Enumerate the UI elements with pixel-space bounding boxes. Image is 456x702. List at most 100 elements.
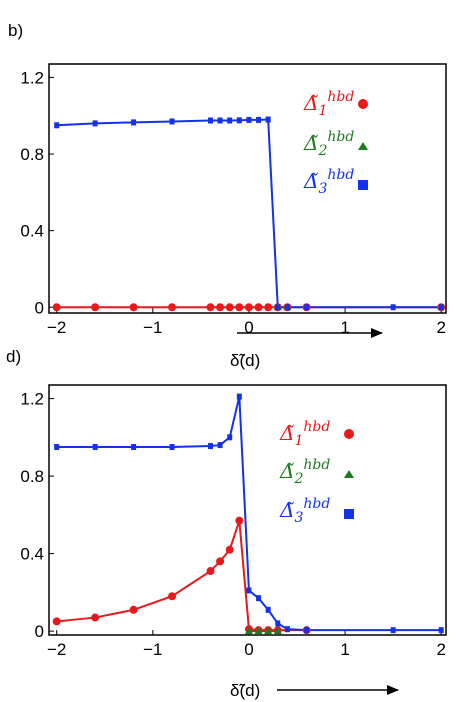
legend-label-delta3-b: Δ̃3hbd xyxy=(303,167,354,197)
series-line-3-b xyxy=(56,118,442,309)
data-point-1-b xyxy=(129,303,138,312)
data-point-3-d xyxy=(304,627,310,634)
data-point-1-b xyxy=(91,303,100,312)
x-axis-label-b: δ̃(d) xyxy=(230,351,260,370)
data-point-3-b xyxy=(438,304,444,311)
data-point-3-b xyxy=(256,116,262,123)
plot-area-b xyxy=(52,116,446,312)
legend-marker-square-d xyxy=(344,509,354,519)
x-tick-label-b: 0 xyxy=(244,318,253,337)
data-point-3-d xyxy=(275,620,281,627)
y-tick-label-b: 1.2 xyxy=(20,68,44,87)
data-point-3-d xyxy=(207,443,213,450)
data-point-1-d xyxy=(52,617,61,626)
legend-marker-circle-d xyxy=(344,429,354,439)
data-point-3-b xyxy=(131,119,137,126)
data-point-1-d xyxy=(235,516,244,525)
data-point-3-b xyxy=(54,122,60,129)
legend-marker-square-b xyxy=(358,180,368,190)
legend-label-delta3-d: Δ̃3hbd xyxy=(279,496,330,526)
data-point-3-d xyxy=(131,444,137,451)
series-line-3-d xyxy=(56,396,442,632)
legend-label-delta2-b: Δ̃2hbd xyxy=(303,129,354,159)
data-point-1-b xyxy=(206,303,215,312)
data-point-3-d xyxy=(227,434,233,441)
x-tick-label-d: 1 xyxy=(340,640,349,659)
x-tick-label-d: 2 xyxy=(436,640,445,659)
data-point-3-b xyxy=(169,118,175,125)
x-tick-label-b: 2 xyxy=(436,318,445,337)
data-point-3-d xyxy=(438,627,444,634)
data-point-3-b xyxy=(227,117,233,124)
data-point-3-b xyxy=(92,120,98,127)
data-point-3-b xyxy=(236,117,242,124)
panel-label-d: d) xyxy=(6,347,21,366)
data-point-3-d xyxy=(256,595,262,602)
data-point-1-d xyxy=(206,567,215,576)
data-point-3-b xyxy=(390,304,396,311)
data-point-3-d xyxy=(390,627,396,634)
data-point-1-b xyxy=(244,303,253,312)
data-point-1-d xyxy=(91,613,100,622)
data-point-3-b xyxy=(217,117,223,124)
panel-label-b: b) xyxy=(8,21,23,40)
data-point-3-d xyxy=(284,626,290,633)
y-tick-label-d: 1.2 xyxy=(20,390,44,409)
data-point-1-b xyxy=(168,303,177,312)
x-tick-label-b: −2 xyxy=(47,318,66,337)
data-point-3-b xyxy=(275,304,281,311)
axes-d: −2 −1 0 1 2 0 0.4 0.8 1.2 xyxy=(20,390,446,659)
legend-marker-triangle-b xyxy=(358,142,368,150)
y-tick-label-d: 0.4 xyxy=(20,545,44,564)
data-point-1-d xyxy=(129,605,138,614)
data-point-3-b xyxy=(265,116,271,123)
data-point-3-b xyxy=(304,304,310,311)
data-point-3-d xyxy=(265,606,271,613)
legend-marker-triangle-d xyxy=(344,470,354,478)
data-point-3-d xyxy=(92,444,98,451)
data-point-3-d xyxy=(217,442,223,449)
x-tick-label-b: 1 xyxy=(340,318,349,337)
data-point-2-d xyxy=(264,627,273,635)
plot-frame-b xyxy=(48,63,447,314)
data-point-1-b xyxy=(216,303,225,312)
data-point-1-d xyxy=(225,545,234,554)
data-point-1-b xyxy=(225,303,234,312)
y-tick-label-d: 0 xyxy=(35,622,44,641)
y-tick-label-d: 0.8 xyxy=(20,467,44,486)
data-point-3-b xyxy=(207,117,213,124)
axes-b: −2 −1 0 1 2 0 0.4 0.8 1.2 xyxy=(20,68,446,337)
y-tick-label-b: 0 xyxy=(35,298,44,317)
legend-label-delta2-d: Δ̃2hbd xyxy=(279,457,330,487)
plot-frame-d xyxy=(48,384,447,636)
data-point-1-b xyxy=(235,303,244,312)
plot-area-d xyxy=(52,393,444,635)
data-point-1-d xyxy=(216,557,225,566)
legend-label-delta1-d: Δ̃1hbd xyxy=(279,419,330,449)
panel-b: b) −2 −1 0 1 2 0 0.4 0.8 1.2 Δ̃1hbd Δ̃2hbd Δ̃3hb… xyxy=(8,21,447,370)
data-point-2-d xyxy=(244,627,253,635)
data-point-2-d xyxy=(254,627,263,635)
data-point-1-b xyxy=(52,303,61,312)
data-point-3-d xyxy=(246,587,252,594)
y-tick-label-b: 0.8 xyxy=(20,145,44,164)
data-point-2-d xyxy=(273,627,282,635)
data-point-1-d xyxy=(168,592,177,601)
data-point-3-d xyxy=(236,393,242,400)
data-point-3-d xyxy=(169,444,175,451)
x-tick-label-b: −1 xyxy=(143,318,162,337)
legend-b: Δ̃1hbd Δ̃2hbd Δ̃3hbd xyxy=(303,89,368,197)
x-tick-label-d: −1 xyxy=(143,640,162,659)
data-point-3-b xyxy=(246,116,252,123)
data-point-3-d xyxy=(54,444,60,451)
legend-d: Δ̃1hbd Δ̃2hbd Δ̃3hbd xyxy=(279,419,354,526)
legend-label-delta1-b: Δ̃1hbd xyxy=(303,89,354,119)
x-tick-label-d: 0 xyxy=(244,640,253,659)
x-axis-label-d: δ̃(d) xyxy=(230,681,260,700)
data-point-3-b xyxy=(284,304,290,311)
panel-d: d) −2 −1 0 1 2 0 0.4 0.8 1.2 Δ̃1hbd Δ̃2hbd Δ̃3hb… xyxy=(6,347,447,700)
legend-marker-circle-b xyxy=(358,99,368,109)
y-tick-label-b: 0.4 xyxy=(20,222,44,241)
data-point-1-b xyxy=(254,303,263,312)
